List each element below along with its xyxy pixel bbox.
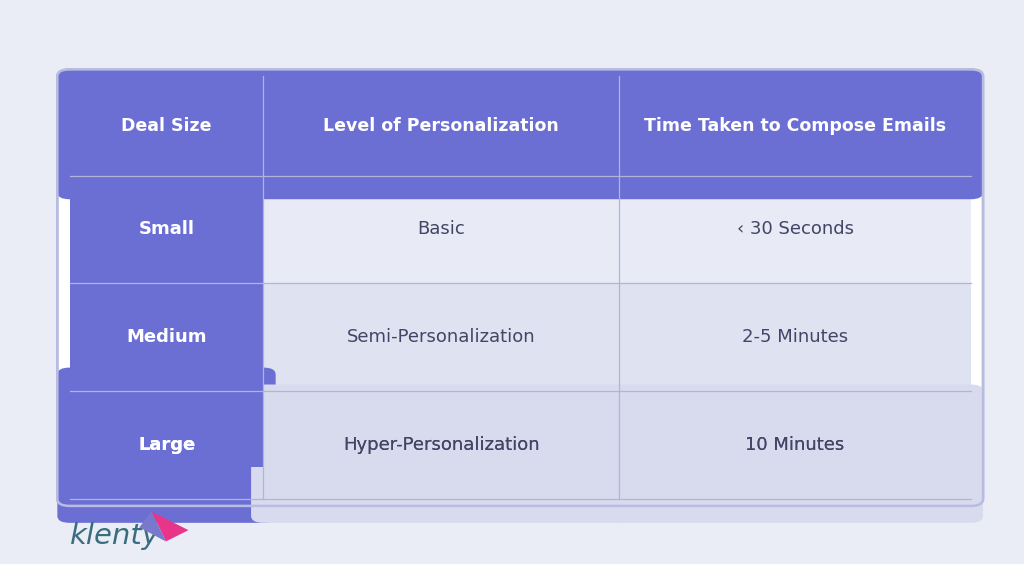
Bar — [70, 284, 263, 391]
Text: Level of Personalization: Level of Personalization — [324, 117, 559, 135]
Polygon shape — [139, 512, 166, 541]
Text: Large: Large — [138, 436, 196, 454]
FancyBboxPatch shape — [251, 385, 632, 523]
Text: Semi-Personalization: Semi-Personalization — [347, 328, 536, 346]
Bar — [263, 391, 620, 467]
FancyBboxPatch shape — [57, 368, 275, 523]
Bar — [263, 175, 620, 284]
Text: Time Taken to Compose Emails: Time Taken to Compose Emails — [644, 117, 946, 135]
Text: Hyper-Personalization: Hyper-Personalization — [343, 436, 540, 454]
Text: Large: Large — [138, 436, 196, 454]
Text: ‹ 30 Seconds: ‹ 30 Seconds — [736, 221, 854, 239]
Text: Deal Size: Deal Size — [121, 117, 212, 135]
Bar — [620, 175, 971, 284]
Bar — [70, 170, 971, 184]
FancyBboxPatch shape — [607, 385, 983, 523]
Text: 2-5 Minutes: 2-5 Minutes — [742, 328, 848, 346]
FancyBboxPatch shape — [57, 69, 983, 199]
Text: Medium: Medium — [126, 328, 207, 346]
Text: Small: Small — [138, 221, 195, 239]
Bar — [263, 391, 620, 499]
Bar — [70, 175, 263, 284]
Bar — [620, 391, 971, 467]
Text: klenty: klenty — [70, 522, 160, 550]
Bar — [70, 391, 263, 499]
Text: 10 Minutes: 10 Minutes — [745, 436, 845, 454]
Bar — [70, 374, 263, 467]
Bar — [620, 391, 971, 499]
Polygon shape — [152, 512, 188, 541]
Text: Basic: Basic — [418, 221, 465, 239]
Text: Hyper-Personalization: Hyper-Personalization — [343, 436, 540, 454]
Bar — [620, 284, 971, 391]
Bar — [263, 284, 620, 391]
Bar — [70, 76, 971, 175]
Text: 10 Minutes: 10 Minutes — [745, 436, 845, 454]
FancyBboxPatch shape — [57, 69, 983, 506]
